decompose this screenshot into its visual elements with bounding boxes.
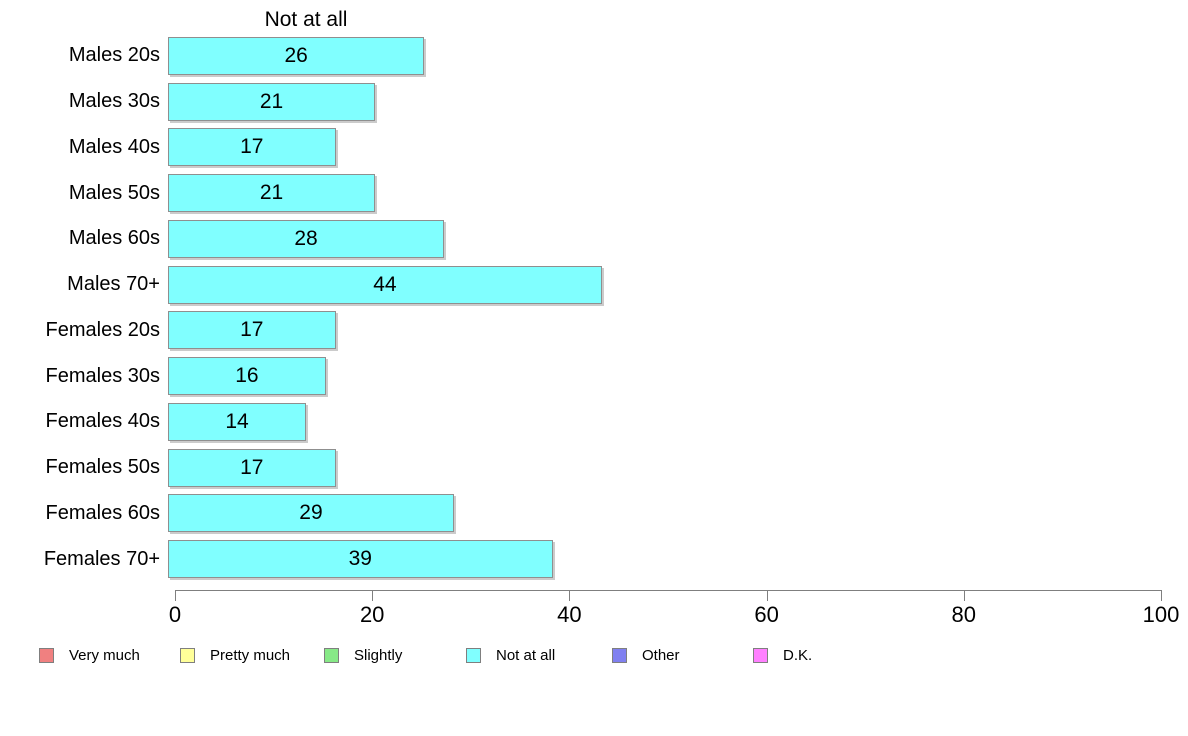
legend-swatch — [753, 647, 768, 663]
x-axis-tick — [372, 590, 374, 601]
x-axis-tick-label: 80 — [951, 602, 977, 627]
legend-label: D.K. — [783, 646, 813, 664]
bar: 21 — [168, 82, 376, 121]
bar: 29 — [168, 494, 454, 533]
x-axis-tick — [766, 590, 768, 601]
legend-label: Slightly — [354, 646, 403, 664]
legend-swatch — [180, 647, 195, 663]
legend-swatch — [324, 647, 339, 663]
bar-track: 21 — [168, 174, 1154, 213]
category-label: Males 60s — [68, 227, 160, 250]
legend-swatch — [466, 647, 481, 663]
bar-value-label: 39 — [348, 547, 372, 571]
category-label: Females 70+ — [43, 547, 160, 570]
bar-row: Males 60s 28 — [0, 216, 1165, 262]
legend-swatch — [612, 647, 627, 663]
bar-row: Females 20s 17 — [0, 308, 1165, 354]
category-label: Males 40s — [68, 135, 160, 158]
bar-row: Males 70+ 44 — [0, 262, 1165, 308]
legend-item: Slightly — [324, 646, 402, 664]
bar-track: 44 — [168, 265, 1154, 304]
x-axis-tick-label: 100 — [1142, 602, 1180, 627]
bar-track: 39 — [168, 540, 1154, 579]
legend-item: Other — [612, 646, 680, 664]
bar-value-label: 21 — [259, 89, 284, 113]
bar-row: Males 40s 17 — [0, 125, 1165, 171]
category-label: Females 60s — [45, 501, 161, 524]
category-label: Females 20s — [45, 318, 161, 341]
bar-row: Females 40s 14 — [0, 399, 1165, 445]
legend-swatch — [39, 647, 54, 663]
category-label: Males 50s — [68, 181, 160, 204]
x-axis-tick-label: 0 — [168, 602, 182, 627]
bar-track: 17 — [168, 311, 1154, 350]
bar-value-label: 29 — [299, 501, 323, 525]
x-axis-tick — [569, 590, 571, 601]
bar-value-label: 26 — [284, 43, 308, 67]
legend-item: Not at all — [466, 646, 555, 664]
legend-item: Pretty much — [180, 646, 290, 664]
bar-track: 26 — [168, 36, 1154, 75]
bar-value-label: 14 — [225, 409, 249, 433]
bar: 21 — [168, 174, 376, 213]
bar-track: 21 — [168, 82, 1154, 121]
bar-row: Females 70+ 39 — [0, 536, 1165, 582]
bar-value-label: 28 — [294, 226, 318, 250]
legend-label: Not at all — [496, 646, 556, 664]
bar-track: 28 — [168, 219, 1154, 258]
bar-row: Females 60s 29 — [0, 491, 1165, 537]
bar-value-label: 17 — [240, 455, 264, 479]
x-axis-tick-label: 60 — [754, 602, 779, 627]
x-axis-tick — [1161, 590, 1162, 601]
bar-track: 17 — [168, 448, 1154, 487]
category-label: Females 40s — [45, 410, 161, 433]
bar: 26 — [168, 36, 425, 75]
bar-value-label: 21 — [259, 181, 284, 205]
legend-label: Pretty much — [210, 646, 291, 664]
bar-row: Females 30s 16 — [0, 353, 1165, 399]
bar: 44 — [168, 265, 602, 304]
legend: Very much Pretty much Slightly Not at all Ot… — [0, 646, 1188, 666]
plot-area: Males 20s 26 Males 30s 21 Males 40s 17 Males 5… — [0, 33, 1165, 582]
legend-item: D.K. — [753, 646, 812, 664]
bar-value-label: 16 — [235, 364, 259, 388]
bar: 17 — [168, 128, 336, 167]
x-axis-tick — [963, 590, 965, 601]
chart-title: Not at all — [264, 8, 348, 31]
bar-row: Males 50s 21 — [0, 170, 1165, 216]
category-label: Females 50s — [45, 456, 161, 479]
bar: 17 — [168, 311, 336, 350]
bar-row: Males 20s 26 — [0, 33, 1165, 79]
bar-track: 16 — [168, 357, 1154, 396]
bar: 14 — [168, 402, 307, 441]
x-axis-line — [175, 590, 1162, 591]
bar-row: Males 30s 21 — [0, 79, 1165, 125]
bar-row: Females 50s 17 — [0, 445, 1165, 491]
x-axis-tick-label: 20 — [359, 602, 385, 627]
x-axis-tick — [175, 590, 176, 601]
bar-track: 29 — [168, 494, 1154, 533]
x-axis-tick-label: 40 — [557, 602, 582, 627]
bar-track: 17 — [168, 128, 1154, 167]
bar: 28 — [168, 219, 445, 258]
x-axis: 0 20 40 60 80 100 — [169, 590, 1179, 635]
bar: 39 — [168, 540, 553, 579]
bar-value-label: 17 — [240, 135, 264, 159]
bar-value-label: 44 — [373, 272, 397, 296]
bar-track: 14 — [168, 402, 1154, 441]
bar-value-label: 17 — [240, 318, 264, 342]
legend-label: Very much — [69, 646, 140, 664]
bar: 17 — [168, 448, 336, 487]
legend-item: Very much — [39, 646, 140, 664]
legend-label: Other — [642, 646, 680, 664]
bar: 16 — [168, 357, 326, 396]
category-label: Males 70+ — [67, 273, 160, 296]
category-label: Males 30s — [68, 90, 160, 113]
category-label: Males 20s — [68, 44, 160, 67]
category-label: Females 30s — [45, 364, 161, 387]
